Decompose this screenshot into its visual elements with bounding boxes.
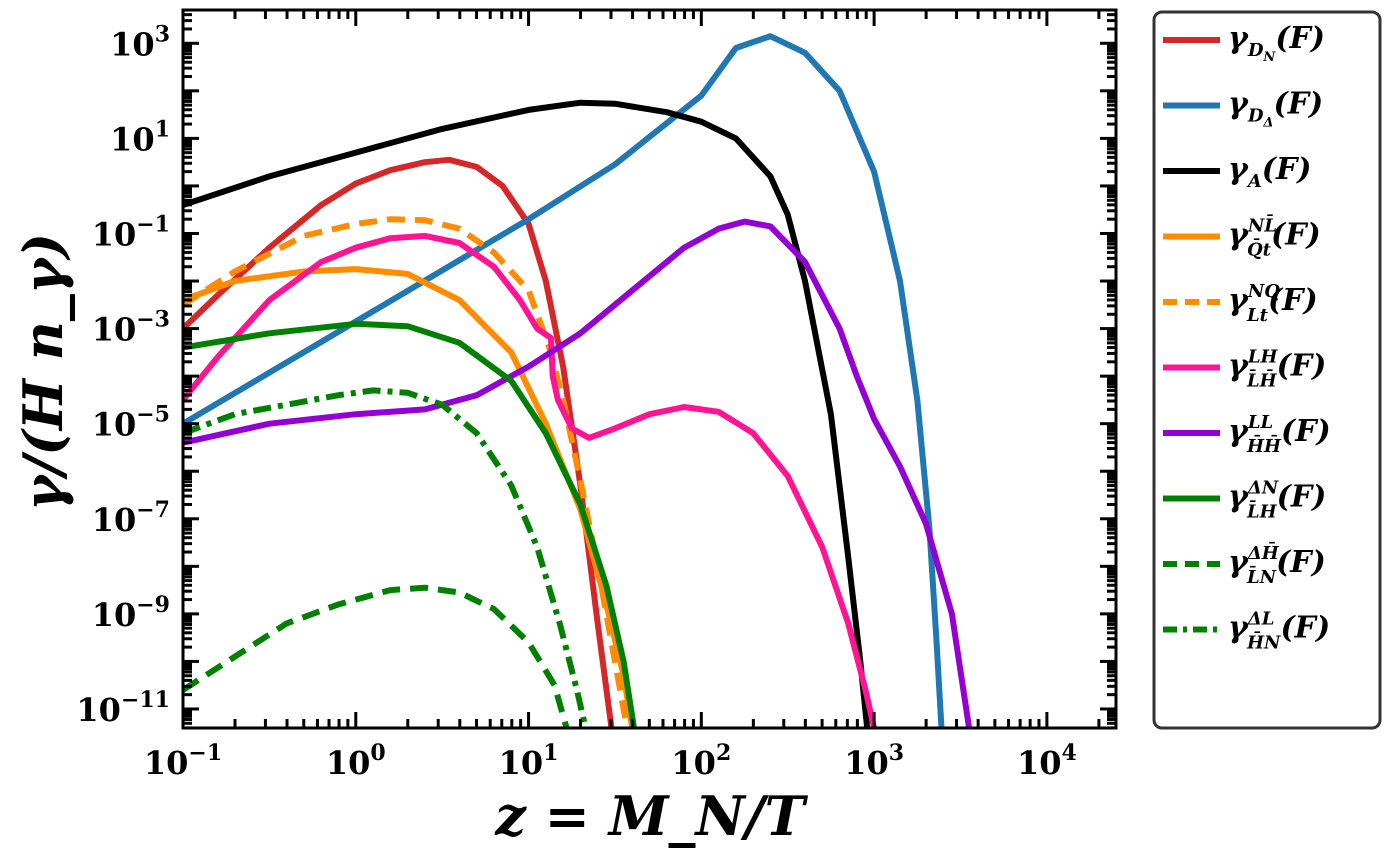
- y-axis-title: γ/(H n_γ): [11, 233, 75, 511]
- y-tick-label: 10−9: [92, 592, 170, 634]
- y-tick-label: 10−7: [92, 497, 170, 539]
- series-line-7: [183, 320, 637, 728]
- legend-label-1: γDΔ(F): [1228, 87, 1323, 131]
- series-line-8: [183, 584, 570, 728]
- y-tick-labels: 10−11 10−9 10−7 10−5 10−3 10−1 101 103: [76, 21, 170, 729]
- legend-label-0: γDN(F): [1228, 21, 1325, 65]
- x-tick-label: 10−1: [144, 740, 222, 782]
- legend-label-7: γΔN L̄H(F): [1228, 478, 1326, 523]
- legend-label-3: γNL̄ Q̄t(F): [1228, 214, 1321, 260]
- legend-label-9: γΔL H̄N(F): [1228, 609, 1330, 654]
- legend: γDN(F) γDΔ(F) γA(F) γNL̄ Q̄t(F) γNQ Lt(F) γLH L̄…: [1163, 21, 1331, 654]
- series-line-5: [183, 232, 878, 728]
- plot-area: [183, 10, 1116, 728]
- y-tick-label: 103: [110, 21, 170, 63]
- legend-label-8: γΔH̄ L̄N(F): [1228, 542, 1326, 588]
- x-tick-label: 101: [499, 740, 559, 782]
- x-tick-label: 102: [671, 740, 731, 782]
- y-tick-label: 10−3: [92, 307, 170, 349]
- plot-frame: [181, 8, 1118, 730]
- x-tick-label: 100: [326, 740, 386, 782]
- legend-label-6: γLL H̄H̄(F): [1228, 412, 1331, 457]
- x-tick-label: 104: [1017, 740, 1077, 782]
- y-tick-label: 10−5: [92, 402, 170, 444]
- y-tick-label: 101: [110, 116, 170, 158]
- legend-label-5: γLH L̄H̄(F): [1228, 347, 1326, 392]
- x-tick-label: 103: [844, 740, 904, 782]
- legend-label-4: γNQ Lt(F): [1228, 281, 1318, 326]
- series-line-9: [183, 387, 589, 728]
- series-line-6: [183, 218, 973, 728]
- series-layer: [183, 33, 973, 728]
- legend-box: [1152, 10, 1382, 730]
- series-line-2: [183, 99, 871, 728]
- y-tick-label: 10−11: [76, 687, 170, 729]
- legend-label-2: γA(F): [1228, 152, 1311, 192]
- series-line-3: [183, 266, 636, 728]
- y-tick-label: 10−1: [92, 211, 170, 253]
- x-tick-labels: 10−1 100 101 102 103 104: [144, 740, 1077, 782]
- series-line-1: [183, 33, 945, 728]
- x-axis-title: z = M_N/T: [494, 784, 808, 848]
